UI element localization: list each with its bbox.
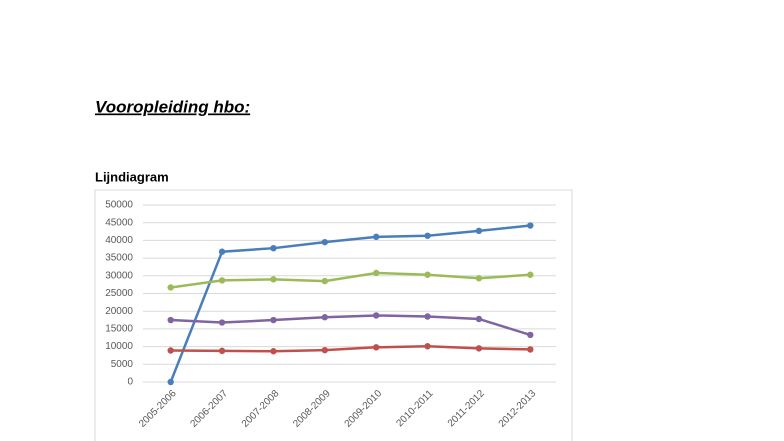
y-tick-label: 10000: [105, 341, 133, 352]
x-tick-label: 2010-2011: [394, 388, 435, 429]
chart-frame: [94, 189, 573, 441]
data-point: [218, 347, 226, 355]
data-point: [424, 271, 431, 278]
data-point: [270, 276, 277, 283]
y-tick-label: 40000: [105, 235, 133, 246]
data-point: [424, 343, 431, 350]
series-line: [170, 271, 531, 289]
y-tick-label: 25000: [105, 288, 133, 299]
data-point: [527, 271, 534, 278]
data-point: [475, 315, 483, 323]
data-point: [167, 347, 174, 354]
y-tick-label: 20000: [105, 306, 133, 317]
series-line: [169, 224, 531, 383]
x-tick-label: 2008-2009: [291, 388, 333, 430]
data-point: [424, 232, 431, 239]
data-point: [218, 248, 226, 255]
data-point: [475, 345, 483, 352]
x-tick-label: 2012-2013: [497, 388, 539, 430]
data-point: [321, 277, 329, 285]
y-tick-label: 0: [127, 377, 133, 388]
data-point: [424, 313, 431, 320]
data-point: [167, 378, 174, 386]
data-point: [527, 346, 534, 353]
x-tick-label: 2009-2010: [343, 388, 385, 430]
x-tick-label: 2005-2006: [137, 388, 179, 430]
data-point: [475, 227, 483, 235]
series-line: [170, 344, 531, 353]
y-tick-label: 45000: [105, 217, 133, 228]
data-point: [167, 284, 174, 291]
data-point: [372, 233, 380, 241]
series-line: [170, 314, 531, 337]
data-point: [527, 331, 534, 339]
y-tick-label: 35000: [105, 253, 133, 264]
heading: Vooropleiding hbo:: [95, 97, 250, 116]
data-point: [321, 238, 329, 246]
data-point: [218, 277, 226, 284]
x-tick-label: 2007-2008: [240, 388, 282, 430]
y-tick-label: 5000: [111, 359, 134, 370]
data-point: [372, 269, 380, 277]
data-point: [270, 348, 277, 355]
chart-title: Lijndiagram: [95, 169, 169, 184]
data-point: [270, 316, 277, 324]
data-point: [167, 316, 174, 324]
data-point: [321, 346, 329, 354]
y-tick-label: 15000: [105, 324, 133, 335]
data-point: [372, 312, 380, 319]
data-point: [270, 244, 277, 252]
y-tick-label: 30000: [105, 270, 133, 281]
data-point: [475, 275, 483, 282]
y-tick-label: 50000: [105, 200, 133, 211]
data-point: [218, 319, 226, 326]
x-tick-label: 2006-2007: [188, 388, 230, 430]
data-point: [321, 314, 329, 321]
x-tick-label: 2011-2012: [446, 388, 487, 429]
data-point: [527, 222, 534, 229]
data-point: [372, 344, 380, 351]
